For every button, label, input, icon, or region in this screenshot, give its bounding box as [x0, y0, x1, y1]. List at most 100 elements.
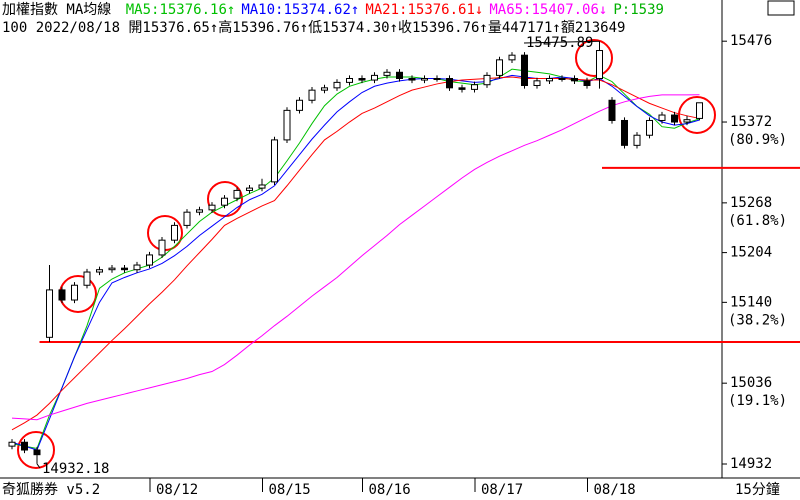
candle-body	[621, 119, 628, 146]
candle-body	[358, 78, 366, 81]
y-tick-label: 14932	[730, 456, 772, 472]
candle	[108, 265, 116, 273]
candle	[421, 75, 428, 84]
candle	[46, 265, 53, 342]
fib-label: (19.1%)	[728, 393, 787, 409]
window-button[interactable]	[767, 0, 795, 16]
candle	[483, 72, 491, 88]
candle	[233, 187, 241, 202]
candle	[633, 132, 641, 149]
candle	[196, 206, 203, 216]
candle	[558, 75, 566, 82]
annotation: 14932.18	[42, 461, 109, 477]
candle	[133, 261, 141, 273]
candle-body	[583, 80, 591, 86]
y-tick-label: 15268	[730, 195, 772, 211]
candle-body	[308, 89, 316, 101]
candle	[596, 41, 603, 89]
candle	[696, 102, 703, 121]
candle	[321, 84, 328, 94]
candle-body	[33, 449, 41, 456]
candle-body	[233, 189, 241, 199]
candle	[283, 107, 291, 144]
legend-entry: MA21:15376.61↓	[365, 2, 483, 18]
candle	[583, 77, 591, 89]
candle	[208, 202, 216, 213]
ma-line	[11, 94, 700, 421]
y-tick-label: 15372	[730, 114, 772, 130]
y-tick-label: 15036	[730, 375, 772, 391]
candle-body	[321, 87, 328, 91]
candle-body	[446, 78, 453, 89]
x-tick-label: 08/17	[481, 482, 523, 498]
candle-body	[396, 71, 403, 80]
x-tick-label: 08/18	[594, 482, 636, 498]
y-tick-label: 15204	[730, 245, 772, 261]
candle	[358, 75, 366, 84]
candle	[171, 222, 178, 244]
extra-label: P:1539	[613, 2, 664, 18]
legend-entry: MA10:15374.62↑	[241, 2, 359, 18]
candle-body	[558, 78, 566, 81]
y-tick-label: 15476	[730, 33, 772, 49]
ma-line	[11, 76, 700, 431]
candle-body	[483, 74, 491, 86]
header: 加權指數 MA均線 MA5:15376.16↑ MA10:15374.62↑ MA2…	[2, 2, 664, 36]
candle-body	[183, 211, 191, 226]
candle-body	[246, 187, 253, 191]
annotation-leader	[36, 463, 41, 469]
candle-body	[671, 114, 678, 123]
candle-body	[371, 74, 378, 81]
candle-body	[471, 84, 478, 90]
candle-body	[258, 184, 266, 189]
fib-label: (61.8%)	[728, 213, 787, 229]
candle	[8, 439, 16, 450]
candle	[508, 52, 516, 63]
annotation: 15475.89	[526, 35, 593, 51]
candle-body	[8, 441, 16, 447]
candle-body	[171, 224, 178, 241]
candle	[346, 75, 353, 86]
candle	[96, 266, 103, 276]
fib-label: (80.9%)	[728, 132, 787, 148]
candle	[621, 117, 628, 149]
candle	[146, 251, 153, 269]
candle-body	[21, 441, 28, 451]
info-line: 100 2022/08/18 開15376.65↑高15396.76↑低1537…	[2, 19, 625, 36]
candle-body	[283, 109, 291, 141]
candle	[471, 81, 478, 93]
footer-left: 奇狐勝券 v5.2	[2, 481, 100, 498]
candle-body	[83, 271, 91, 286]
candle-body	[58, 289, 66, 301]
candle-body	[421, 78, 428, 81]
candle	[683, 115, 691, 126]
candle-body	[121, 267, 128, 271]
candle	[546, 75, 553, 84]
candle	[183, 209, 191, 229]
candle	[396, 69, 403, 82]
candle-body	[133, 264, 141, 271]
candle	[371, 72, 378, 84]
candle-body	[108, 267, 116, 271]
candle	[658, 111, 666, 124]
candle-body	[571, 78, 578, 82]
candle-body	[46, 289, 53, 338]
candle-body	[658, 114, 666, 121]
candle-body	[646, 119, 653, 136]
legend-entry: MA65:15407.06↓	[489, 2, 607, 18]
candle-body	[521, 54, 528, 86]
highlight-circle	[17, 431, 55, 469]
candle	[83, 268, 91, 289]
candle	[671, 111, 678, 126]
candle	[383, 69, 391, 79]
candle	[246, 184, 253, 194]
candle-body	[633, 134, 641, 146]
candle	[258, 178, 266, 192]
legend-entry: MA5:15376.16↑	[126, 2, 236, 18]
candle	[608, 97, 616, 124]
candle	[33, 446, 41, 464]
candle	[271, 136, 278, 185]
candle	[458, 84, 466, 93]
candle-body	[433, 78, 441, 81]
